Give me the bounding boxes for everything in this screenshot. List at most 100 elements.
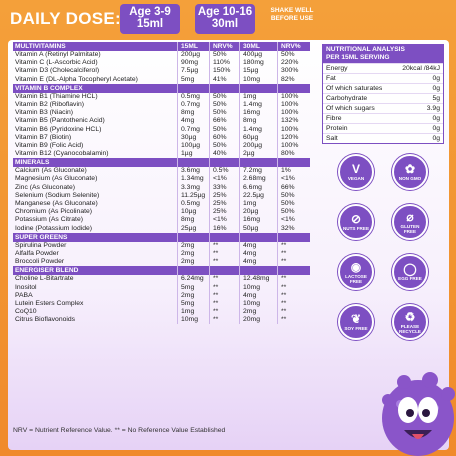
nutrition-analysis-box: NUTRITIONAL ANALYSIS PER 15ML SERVING En… — [322, 44, 444, 144]
age2-dose: 30ml — [211, 18, 239, 30]
nutrient-value: 4mg — [243, 241, 257, 249]
nutrient-value: 50% — [213, 92, 227, 100]
nutrient-value: 6.24mg — [181, 275, 204, 283]
nutrient-value: 10mg — [243, 299, 261, 307]
nutrient-value: 150% — [213, 67, 231, 75]
nutrient-value: ** — [213, 291, 219, 299]
nutrient-value: 0.7mg — [181, 100, 200, 108]
nutrient-row: Inositol 5mg ** 10mg ** — [13, 284, 310, 292]
section-header-minerals: MINERALS — [13, 158, 310, 168]
egg-free-icon-glyph: ◯ — [403, 262, 417, 276]
age1-range: Age 3-9 — [129, 6, 171, 18]
nutrient-value: ** — [213, 316, 219, 324]
nutrient-value: 300% — [281, 67, 299, 75]
nutrient-name: CoQ10 — [15, 308, 37, 316]
nutrient-value: 0.7mg — [181, 125, 200, 133]
badge-label: PLEASE RECYCLE — [399, 323, 421, 334]
egg-free-icon: ◯ EGG FREE — [392, 254, 428, 290]
nutrient-row: Iodine (Potassium Iodide) 25µg 16% 50µg 32% — [13, 225, 310, 233]
section-title: SUPER GREENS — [15, 233, 68, 241]
nutrient-value: 2mg — [181, 241, 195, 249]
age1-dose: 15ml — [136, 18, 164, 30]
nutrient-name: Citrus Bioflavonoids — [15, 316, 76, 324]
nutrient-name: Zinc (As Gluconate) — [15, 183, 76, 191]
section-title: VITAMIN B COMPLEX — [15, 84, 83, 92]
nutrition-label: Of which sugars — [326, 105, 375, 112]
recycle-icon-glyph: ♻ — [404, 309, 416, 324]
nutrient-row: Vitamin B6 (Pyridoxine HCL) 0.7mg 50% 1.4mg… — [13, 126, 310, 134]
nutrient-name: Alfalfa Powder — [15, 249, 59, 257]
nutrient-name: Vitamin B9 (Folic Acid) — [15, 141, 84, 149]
nutrient-value: 4mg — [243, 249, 257, 257]
nutrient-value: ** — [281, 308, 287, 316]
nutrient-value: ** — [213, 249, 219, 257]
nutrient-value: <1% — [213, 216, 227, 224]
footnote: NRV = Nutrient Reference Value. ** = No … — [13, 427, 226, 434]
nutrient-name: PABA — [15, 291, 33, 299]
nutrient-row: Selenium (Sodium Selenite) 11.25µg 25% 22.5… — [13, 192, 310, 200]
nutrient-name: Vitamin A (Retinyl Palmitate) — [15, 51, 101, 58]
nutrient-value: 4mg — [243, 258, 257, 266]
nutrition-title: NUTRITIONAL ANALYSIS — [326, 46, 405, 53]
nutrient-value: 50% — [213, 141, 227, 149]
nutrient-value: 100% — [281, 125, 299, 133]
nutrient-value: 1.4mg — [243, 100, 262, 108]
nutrient-value: 11.25µg — [181, 191, 206, 199]
nutrient-value: 20µg — [243, 208, 259, 216]
nutrient-value: 16mg — [243, 109, 261, 117]
nutrition-value: 0g — [432, 115, 440, 122]
nutrition-label: Energy — [326, 65, 348, 72]
nutrient-value: 132% — [281, 117, 299, 125]
nutrient-value: 20mg — [243, 316, 261, 324]
nutrient-value: 4mg — [243, 291, 257, 299]
nutrient-row: Lutein Esters Complex 5mg ** 10mg ** — [13, 300, 310, 308]
nutrient-name: Selenium (Sodium Selenite) — [15, 191, 100, 199]
nutrient-row: Manganese (As Gluconate) 0.5mg 25% 1mg 50% — [13, 200, 310, 208]
nutrient-name: Lutein Esters Complex — [15, 299, 84, 307]
leaf-icon-glyph: V — [351, 162, 360, 176]
nutrient-value: 8mg — [181, 109, 195, 117]
nutrient-name: Iodine (Potassium Iodide) — [15, 224, 93, 232]
nutrient-name: Vitamin E (DL-Alpha Tocopheryl Acetate) — [15, 75, 138, 83]
nutrient-row: Vitamin B1 (Thiamine HCL) 0.5mg 50% 1mg 100% — [13, 93, 310, 101]
nutrition-label: Salt — [326, 135, 338, 142]
nutrient-name: Calcium (As Gluconate) — [15, 167, 87, 175]
nutrient-row: Vitamin C (L-Ascorbic Acid) 90mg 110% 180mg… — [13, 59, 310, 67]
nutrient-value: 2mg — [243, 308, 257, 316]
nutrient-value: 0.5mg — [181, 200, 200, 207]
nutrient-value: 0.5mg — [181, 92, 200, 100]
nutrient-name: Vitamin B1 (Thiamine HCL) — [15, 92, 98, 100]
nutrient-value: 2.68mg — [243, 175, 266, 183]
nutrient-name: Vitamin B3 (Niacin) — [15, 109, 74, 117]
nutrient-value: 7.2mg — [243, 167, 262, 175]
nutrient-name: Vitamin B12 (Cyanocobalamin) — [15, 150, 109, 158]
nutrient-value: 2µg — [243, 150, 255, 158]
nutrition-row: Fat 0g — [323, 73, 443, 83]
nutrient-value: 10mg — [243, 283, 261, 291]
nutrient-value: ** — [281, 249, 287, 257]
nutrient-value: ** — [281, 299, 287, 307]
monster-mascot — [382, 372, 455, 456]
nutrient-value: 25% — [213, 200, 227, 207]
column-divider — [277, 42, 278, 325]
nutrient-value: 100% — [281, 109, 299, 117]
nutrient-value: 2mg — [181, 258, 195, 266]
nutrient-value: ** — [281, 258, 287, 266]
nutrient-value: 32% — [281, 224, 295, 232]
nutrient-value: 60% — [213, 133, 227, 141]
nutrient-name: Chromium (As Picolinate) — [15, 208, 93, 216]
column-header-c4: NRV% — [281, 43, 301, 50]
nutrient-value: 1% — [281, 167, 291, 175]
gluten-free-icon: ⌀ GLUTEN FREE — [392, 204, 428, 240]
nutrient-name: Vitamin B6 (Pyridoxine HCL) — [15, 125, 102, 133]
nutrition-row: Protein 0g — [323, 123, 443, 133]
nutrient-row: Vitamin B9 (Folic Acid) 100µg 50% 200µg 100% — [13, 142, 310, 150]
nutrient-value: ** — [213, 283, 219, 291]
nutrient-value: 1mg — [243, 92, 257, 100]
column-header-c1: 15ML — [181, 43, 198, 50]
nutrient-value: 80% — [281, 150, 295, 158]
nutrient-value: 40% — [213, 150, 227, 158]
nutrient-name: Vitamin B7 (Biotin) — [15, 133, 72, 141]
nutrient-value: 1mg — [181, 308, 195, 316]
section-header-greens: SUPER GREENS — [13, 232, 310, 242]
